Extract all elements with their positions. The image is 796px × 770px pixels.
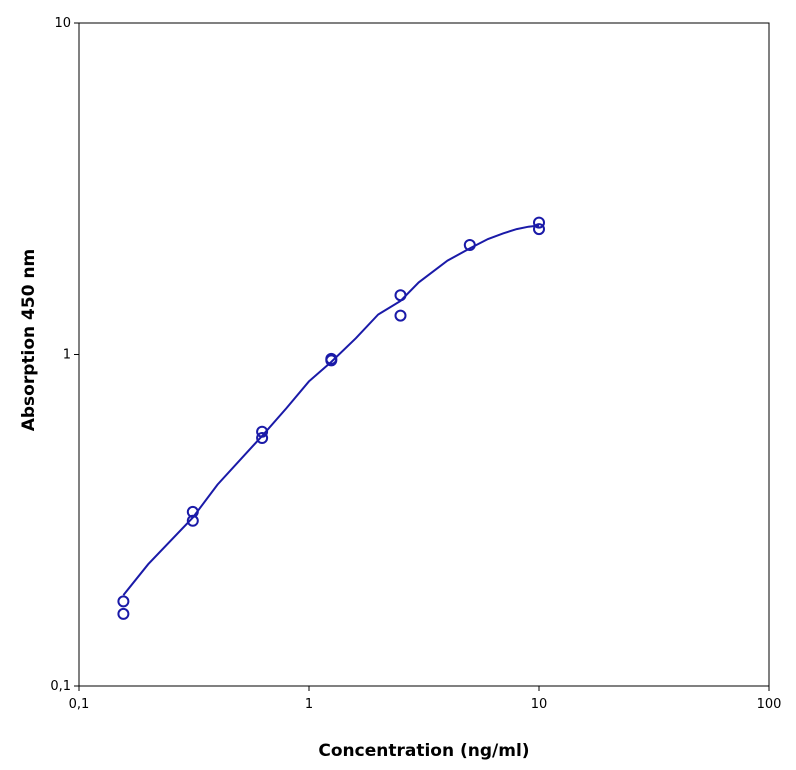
x-tick-label: 0,1 xyxy=(69,697,90,712)
fit-curve xyxy=(122,224,540,596)
y-tick-label: 10 xyxy=(54,16,71,31)
data-point xyxy=(394,309,407,322)
y-tick-label: 0,1 xyxy=(50,679,71,694)
data-point xyxy=(325,354,338,367)
data-point xyxy=(256,425,269,438)
data-point xyxy=(117,595,130,608)
x-axis-title: Concentration (ng/ml) xyxy=(318,741,529,761)
y-axis-title: Absorption 450 nm xyxy=(19,249,39,432)
y-tick-label: 1 xyxy=(63,348,71,363)
y-axis-ticks: 0,1 1 10 xyxy=(50,16,79,694)
data-point xyxy=(117,607,130,620)
x-tick-label: 10 xyxy=(531,697,548,712)
data-point xyxy=(256,432,269,444)
x-tick-label: 1 xyxy=(305,697,313,712)
data-point xyxy=(186,505,199,518)
x-axis-ticks: 0,1 1 10 100 xyxy=(69,686,782,712)
data-points xyxy=(117,216,545,620)
data-point xyxy=(186,514,199,527)
data-point xyxy=(533,223,545,236)
data-point xyxy=(463,239,476,251)
data-point xyxy=(394,289,407,302)
plot-frame xyxy=(78,22,770,687)
x-tick-label: 100 xyxy=(757,697,782,712)
data-point xyxy=(533,216,545,229)
